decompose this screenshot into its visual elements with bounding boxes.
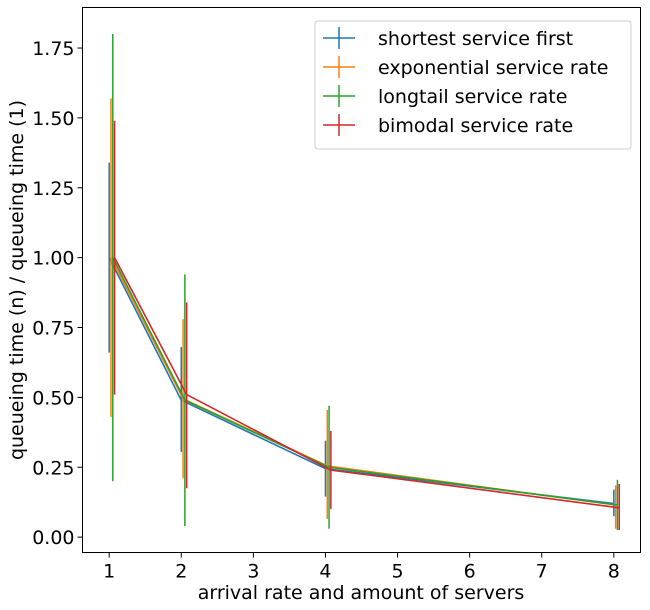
plot-frame — [82, 7, 641, 553]
x-tick-label: 8 — [608, 561, 620, 583]
legend-label: shortest service first — [378, 28, 573, 50]
series-2 — [112, 34, 619, 531]
y-tick-label: 0.00 — [32, 527, 74, 549]
x-tick-label: 1 — [103, 561, 115, 583]
legend: shortest service first exponential servic… — [314, 20, 632, 150]
legend-label: longtail service rate — [378, 86, 567, 108]
series-layer — [108, 34, 620, 531]
y-tick-label: 1.75 — [32, 38, 74, 60]
series-line — [113, 257, 620, 509]
x-tick-label: 5 — [391, 561, 403, 583]
x-tick-label: 4 — [319, 561, 331, 583]
y-axis-label: queueing time (n) / queueing time (1) — [6, 100, 28, 460]
series-3 — [113, 120, 620, 531]
x-tick-label: 2 — [175, 561, 187, 583]
axes-layer: 1 2 3 4 5 6 7 8 0.00 0.25 0.50 0.75 1.00 1.25 1.50 1.75 — [32, 38, 620, 582]
legend-label: bimodal service rate — [378, 115, 573, 137]
x-axis-label: arrival rate and amount of servers — [198, 582, 525, 604]
series-line — [112, 257, 618, 506]
y-tick-label: 1.25 — [32, 178, 74, 200]
x-tick-label: 6 — [464, 561, 476, 583]
x-tick-label: 7 — [536, 561, 548, 583]
legend-label: exponential service rate — [378, 57, 608, 79]
y-tick-label: 0.75 — [32, 318, 74, 340]
legend-box — [314, 20, 632, 150]
y-tick-label: 0.50 — [32, 387, 74, 409]
y-tick-label: 1.00 — [32, 248, 74, 270]
y-tick-label: 1.50 — [32, 108, 74, 130]
y-tick-label: 0.25 — [32, 457, 74, 479]
x-tick-label: 3 — [247, 561, 259, 583]
